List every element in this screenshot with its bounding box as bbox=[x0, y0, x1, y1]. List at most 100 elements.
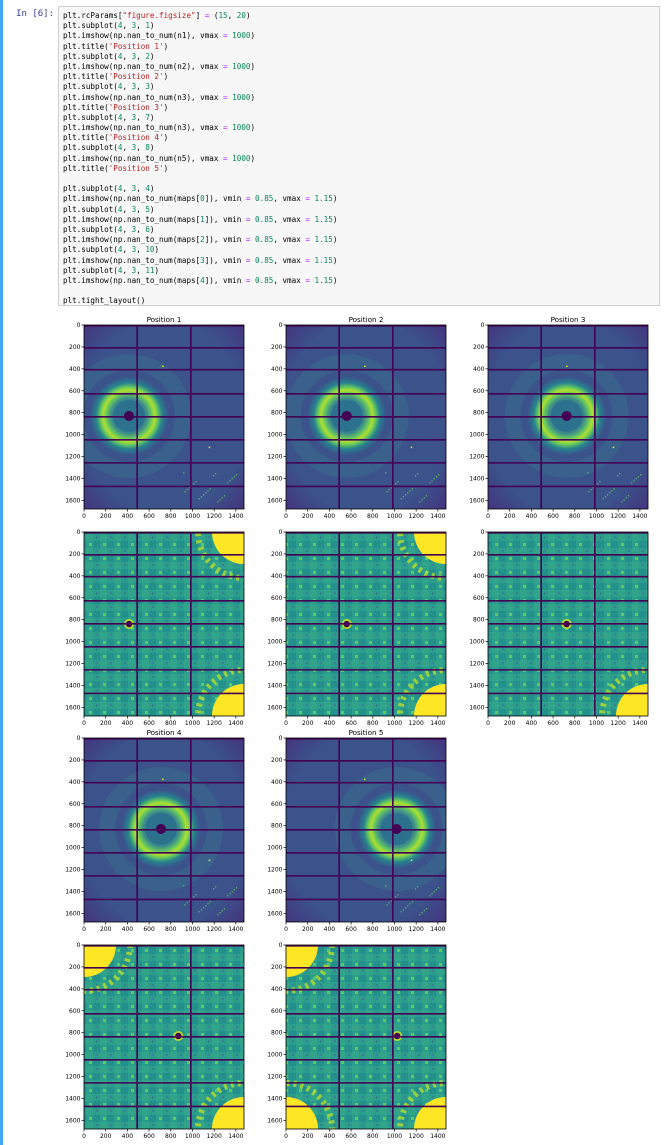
axes-frame bbox=[285, 944, 447, 1130]
x-tick-label: 1200 bbox=[207, 720, 222, 727]
y-tick-label: 0 bbox=[481, 322, 485, 329]
y-tick-label: 1200 bbox=[65, 1074, 80, 1081]
code-line: plt.subplot(4, 3, 7) bbox=[63, 112, 155, 122]
x-tick-label: 1200 bbox=[409, 926, 424, 933]
y-tick-label: 1400 bbox=[65, 888, 80, 895]
heatmap-image bbox=[84, 738, 244, 922]
y-tick-label: 1000 bbox=[65, 1052, 80, 1059]
y-tick-label: 400 bbox=[69, 573, 81, 580]
subplot-2: Position 2 0 200 400 600 800 1000 1200 1400 0 200 4… bbox=[267, 315, 447, 520]
axes-frame bbox=[285, 531, 447, 717]
y-tick-label: 1200 bbox=[267, 454, 282, 461]
y-tick-label: 800 bbox=[473, 410, 485, 417]
y-tick-label: 400 bbox=[69, 366, 81, 373]
heatmap-image bbox=[286, 738, 446, 922]
x-tick-label: 0 bbox=[82, 513, 86, 520]
x-tick-label: 1000 bbox=[185, 926, 200, 933]
cell-prompt: In [6]: bbox=[16, 9, 54, 19]
y-tick-label: 600 bbox=[69, 388, 81, 395]
code-line: plt.subplot(4, 3, 1) bbox=[63, 21, 155, 31]
y-tick-label: 800 bbox=[271, 1030, 283, 1037]
x-tick-label: 400 bbox=[122, 926, 134, 933]
x-tick-label: 0 bbox=[486, 513, 490, 520]
y-tick-label: 600 bbox=[271, 595, 283, 602]
x-tick-label: 0 bbox=[82, 1133, 86, 1140]
code-cell-input[interactable]: plt.rcParams["figure.figsize"] = (15, 20… bbox=[58, 6, 660, 306]
y-tick-label: 1400 bbox=[267, 1095, 282, 1102]
x-tick-label: 600 bbox=[345, 513, 357, 520]
y-tick-label: 1600 bbox=[469, 704, 484, 711]
x-tick-label: 600 bbox=[345, 720, 357, 727]
y-tick-label: 800 bbox=[271, 617, 283, 624]
y-tick-label: 1000 bbox=[469, 432, 484, 439]
x-tick-label: 800 bbox=[367, 720, 379, 727]
code-line: plt.tight_layout() bbox=[63, 296, 146, 306]
y-tick-label: 400 bbox=[271, 986, 283, 993]
x-tick-label: 1400 bbox=[430, 720, 445, 727]
code-line: plt.rcParams["figure.figsize"] = (15, 20… bbox=[63, 11, 251, 20]
x-tick-label: 1000 bbox=[185, 513, 200, 520]
y-tick-label: 1400 bbox=[267, 475, 282, 482]
y-tick-label: 1600 bbox=[267, 497, 282, 504]
x-tick-label: 1200 bbox=[409, 1133, 424, 1140]
axes-frame bbox=[83, 737, 245, 923]
y-tick-label: 600 bbox=[271, 801, 283, 808]
heatmap-image bbox=[84, 325, 244, 509]
x-tick-label: 1000 bbox=[185, 1133, 200, 1140]
y-tick-label: 0 bbox=[279, 322, 283, 329]
y-tick-label: 600 bbox=[69, 1008, 81, 1015]
code-line: plt.title('Position 2') bbox=[63, 72, 169, 82]
y-tick-label: 1200 bbox=[267, 1074, 282, 1081]
y-tick-label: 1600 bbox=[267, 1117, 282, 1124]
code-line: plt.imshow(np.nan_to_num(n1), vmax = 100… bbox=[63, 31, 256, 41]
x-tick-label: 800 bbox=[165, 513, 177, 520]
y-tick-label: 1000 bbox=[65, 432, 80, 439]
y-tick-label: 200 bbox=[69, 757, 81, 764]
y-tick-label: 800 bbox=[271, 410, 283, 417]
x-tick-label: 200 bbox=[100, 513, 112, 520]
subplot-title: Position 1 bbox=[147, 315, 182, 324]
x-tick-label: 1000 bbox=[185, 720, 200, 727]
x-tick-label: 600 bbox=[547, 720, 559, 727]
x-tick-label: 1000 bbox=[387, 926, 402, 933]
y-tick-label: 1400 bbox=[469, 475, 484, 482]
y-tick-label: 1200 bbox=[267, 867, 282, 874]
subplot-10: 0 200 400 600 800 1000 1200 1400 0 200 400 600 800 10… bbox=[267, 942, 447, 1140]
heatmap-image bbox=[488, 325, 648, 509]
x-tick-label: 1400 bbox=[632, 720, 647, 727]
x-tick-label: 400 bbox=[324, 1133, 336, 1140]
code-line: plt.title('Position 3') bbox=[63, 102, 169, 112]
x-tick-label: 200 bbox=[504, 720, 516, 727]
x-tick-label: 0 bbox=[82, 926, 86, 933]
y-tick-label: 1000 bbox=[267, 639, 282, 646]
x-tick-label: 800 bbox=[569, 513, 581, 520]
code-editor[interactable]: plt.rcParams["figure.figsize"] = (15, 20… bbox=[59, 7, 659, 306]
x-tick-label: 0 bbox=[284, 513, 288, 520]
heatmap-image bbox=[84, 532, 244, 716]
y-tick-label: 800 bbox=[69, 823, 81, 830]
x-tick-label: 0 bbox=[284, 720, 288, 727]
y-tick-label: 400 bbox=[473, 573, 485, 580]
heatmap-image bbox=[286, 532, 446, 716]
y-tick-label: 800 bbox=[271, 823, 283, 830]
x-tick-label: 1200 bbox=[611, 513, 626, 520]
x-tick-label: 600 bbox=[345, 1133, 357, 1140]
x-tick-label: 1200 bbox=[409, 720, 424, 727]
x-tick-label: 200 bbox=[100, 1133, 112, 1140]
x-tick-label: 800 bbox=[367, 926, 379, 933]
y-tick-label: 0 bbox=[279, 529, 283, 536]
x-tick-label: 400 bbox=[324, 513, 336, 520]
subplot-1: Position 1 0 200 400 600 800 1000 1200 1400 0 200 4… bbox=[65, 315, 245, 520]
x-tick-label: 200 bbox=[302, 1133, 314, 1140]
x-tick-label: 1400 bbox=[228, 720, 243, 727]
y-tick-label: 200 bbox=[271, 964, 283, 971]
axes-frame bbox=[487, 531, 649, 717]
subplot-3: Position 3 0 200 400 600 800 1000 1200 1400 0 200 4… bbox=[469, 315, 649, 520]
x-tick-label: 600 bbox=[143, 1133, 155, 1140]
x-tick-label: 600 bbox=[547, 513, 559, 520]
y-tick-label: 1000 bbox=[469, 639, 484, 646]
y-tick-label: 400 bbox=[69, 986, 81, 993]
y-tick-label: 0 bbox=[77, 529, 81, 536]
axes-frame bbox=[487, 324, 649, 510]
code-line: plt.subplot(4, 3, 10) bbox=[63, 245, 160, 255]
